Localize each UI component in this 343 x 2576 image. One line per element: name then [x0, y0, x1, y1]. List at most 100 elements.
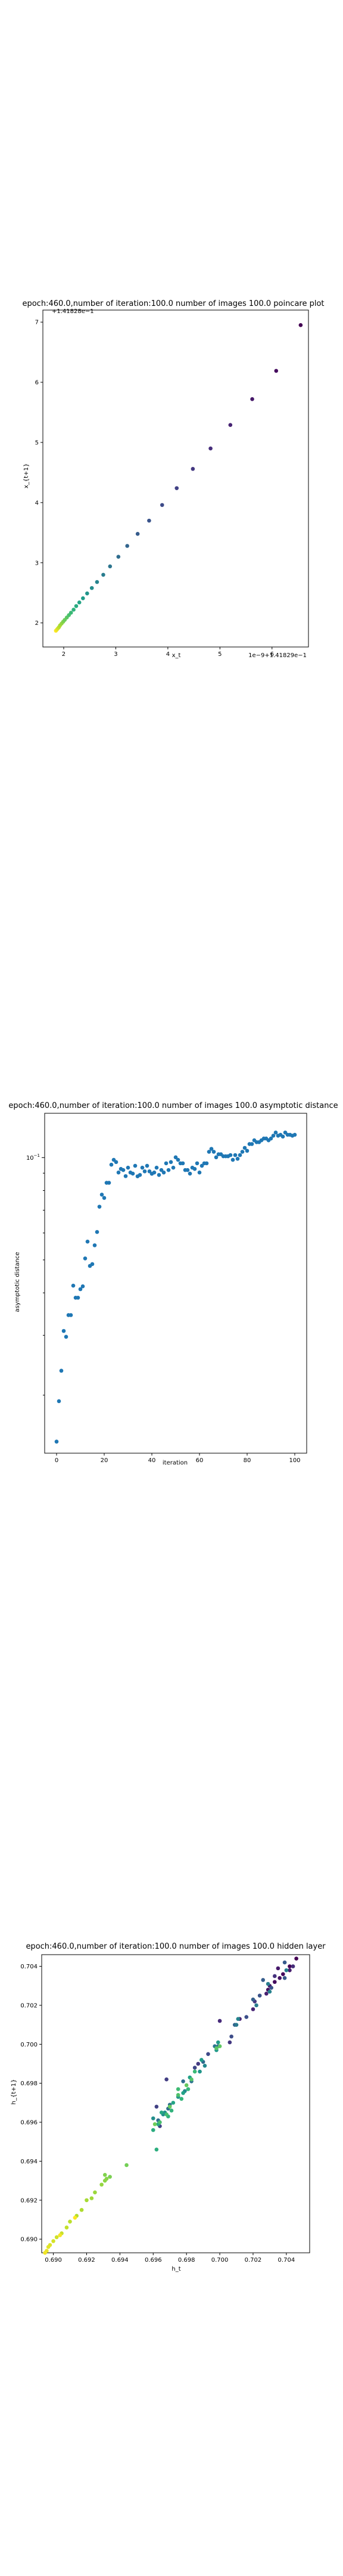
- data-point: [71, 608, 76, 612]
- data-point: [89, 2196, 94, 2200]
- data-point: [85, 591, 89, 596]
- data-point: [217, 2044, 222, 2048]
- data-point: [184, 2083, 189, 2088]
- data-point: [109, 1162, 114, 1167]
- asymptotic-distance-chart: epoch:460.0,number of iteration:100.0 nu…: [8, 1101, 338, 1466]
- data-point: [152, 1170, 157, 1175]
- poincare-offset-label-top: +1.41828e−1: [52, 308, 94, 315]
- data-point: [273, 1980, 277, 1984]
- asymptotic-distance-title: epoch:460.0,number of iteration:100.0 nu…: [8, 1101, 338, 1110]
- data-point: [267, 1989, 272, 1994]
- data-point: [245, 1148, 250, 1153]
- data-point: [116, 1170, 121, 1175]
- data-point: [64, 2225, 69, 2230]
- data-point: [209, 1147, 214, 1151]
- data-point: [123, 1174, 128, 1178]
- x-tick-label: 0.700: [211, 2257, 229, 2264]
- data-point: [251, 1997, 255, 2002]
- x-tick-label: 40: [148, 1457, 156, 1464]
- data-point: [271, 1134, 276, 1138]
- y-tick-label: 2: [35, 620, 39, 627]
- data-point: [142, 1169, 147, 1174]
- data-point: [125, 544, 129, 548]
- data-point: [192, 2066, 197, 2070]
- data-point: [161, 1170, 166, 1175]
- data-point: [159, 1168, 164, 1172]
- data-point: [204, 1161, 209, 1166]
- data-point: [238, 1153, 242, 1157]
- y-tick-label: 0.692: [20, 2197, 38, 2204]
- data-point: [181, 2079, 185, 2083]
- data-point: [179, 2097, 184, 2101]
- data-point: [126, 1165, 130, 1170]
- asymptotic-y-axis-label: asymptotic distance: [14, 1252, 21, 1312]
- data-point: [214, 2046, 219, 2051]
- data-point: [57, 1399, 61, 1404]
- data-point: [280, 1134, 285, 1139]
- data-point: [152, 2122, 157, 2126]
- x-tick-label: 6: [270, 651, 274, 658]
- hidden-layer-plot-frame: [41, 1954, 310, 2253]
- data-point: [154, 1165, 159, 1170]
- x-tick-label: 0: [55, 1457, 58, 1464]
- data-point: [199, 2058, 204, 2062]
- hidden-layer-x-axis-label: h_t: [172, 2266, 180, 2272]
- data-point: [68, 1313, 73, 1317]
- data-point: [288, 1968, 292, 1973]
- data-point: [207, 1150, 211, 1154]
- data-point: [68, 611, 73, 615]
- data-point: [59, 1368, 64, 1373]
- data-point: [211, 1150, 216, 1154]
- data-point: [195, 1161, 199, 1166]
- data-point: [135, 532, 140, 536]
- data-point: [273, 1974, 277, 1979]
- data-point: [81, 596, 85, 600]
- data-point: [276, 1966, 280, 1971]
- data-point: [180, 1161, 185, 1166]
- data-point: [154, 2147, 159, 2152]
- data-point: [151, 2128, 155, 2132]
- data-point: [228, 1153, 233, 1157]
- data-point: [197, 1170, 202, 1175]
- data-point: [68, 2219, 72, 2224]
- x-tick-label: 0.696: [145, 2257, 162, 2264]
- poincare-y-axis-label: x_{t+1}: [23, 463, 30, 488]
- data-point: [228, 423, 233, 428]
- data-point: [250, 1142, 254, 1146]
- data-point: [284, 1968, 289, 1973]
- data-point: [83, 1256, 88, 1261]
- data-point: [181, 2091, 185, 2095]
- data-point: [116, 555, 121, 559]
- data-point: [280, 1972, 285, 1976]
- y-tick-label: 0.696: [20, 2120, 38, 2126]
- data-point: [101, 572, 105, 577]
- data-point: [240, 1150, 245, 1154]
- data-point: [261, 1978, 266, 1982]
- data-point: [130, 1171, 135, 1176]
- data-point: [54, 1439, 59, 1444]
- data-point: [298, 323, 303, 327]
- y-tick-label: 10−1: [26, 1153, 40, 1162]
- data-point: [58, 2233, 63, 2237]
- data-point: [227, 2040, 232, 2045]
- x-tick-label: 80: [244, 1457, 251, 1464]
- data-point: [90, 1262, 95, 1267]
- asymptotic-x-axis-label: iteration: [163, 1460, 188, 1466]
- data-point: [107, 1181, 111, 1185]
- data-point: [208, 446, 213, 451]
- data-point: [102, 2178, 107, 2183]
- data-point: [77, 600, 82, 605]
- data-point: [282, 1960, 287, 1965]
- data-point: [64, 1335, 68, 1339]
- data-point: [273, 1130, 278, 1135]
- data-point: [158, 2120, 162, 2125]
- data-point: [294, 1956, 298, 1961]
- data-point: [269, 1986, 274, 1990]
- data-point: [282, 1976, 287, 1980]
- data-point: [54, 2235, 59, 2240]
- x-tick-label: 4: [166, 651, 170, 658]
- poincare-plot-area: 2 3 4 5 6 2 3 4 5 6 7: [35, 309, 309, 658]
- data-point: [76, 1295, 80, 1300]
- data-point: [133, 1163, 138, 1168]
- data-point: [292, 1132, 297, 1137]
